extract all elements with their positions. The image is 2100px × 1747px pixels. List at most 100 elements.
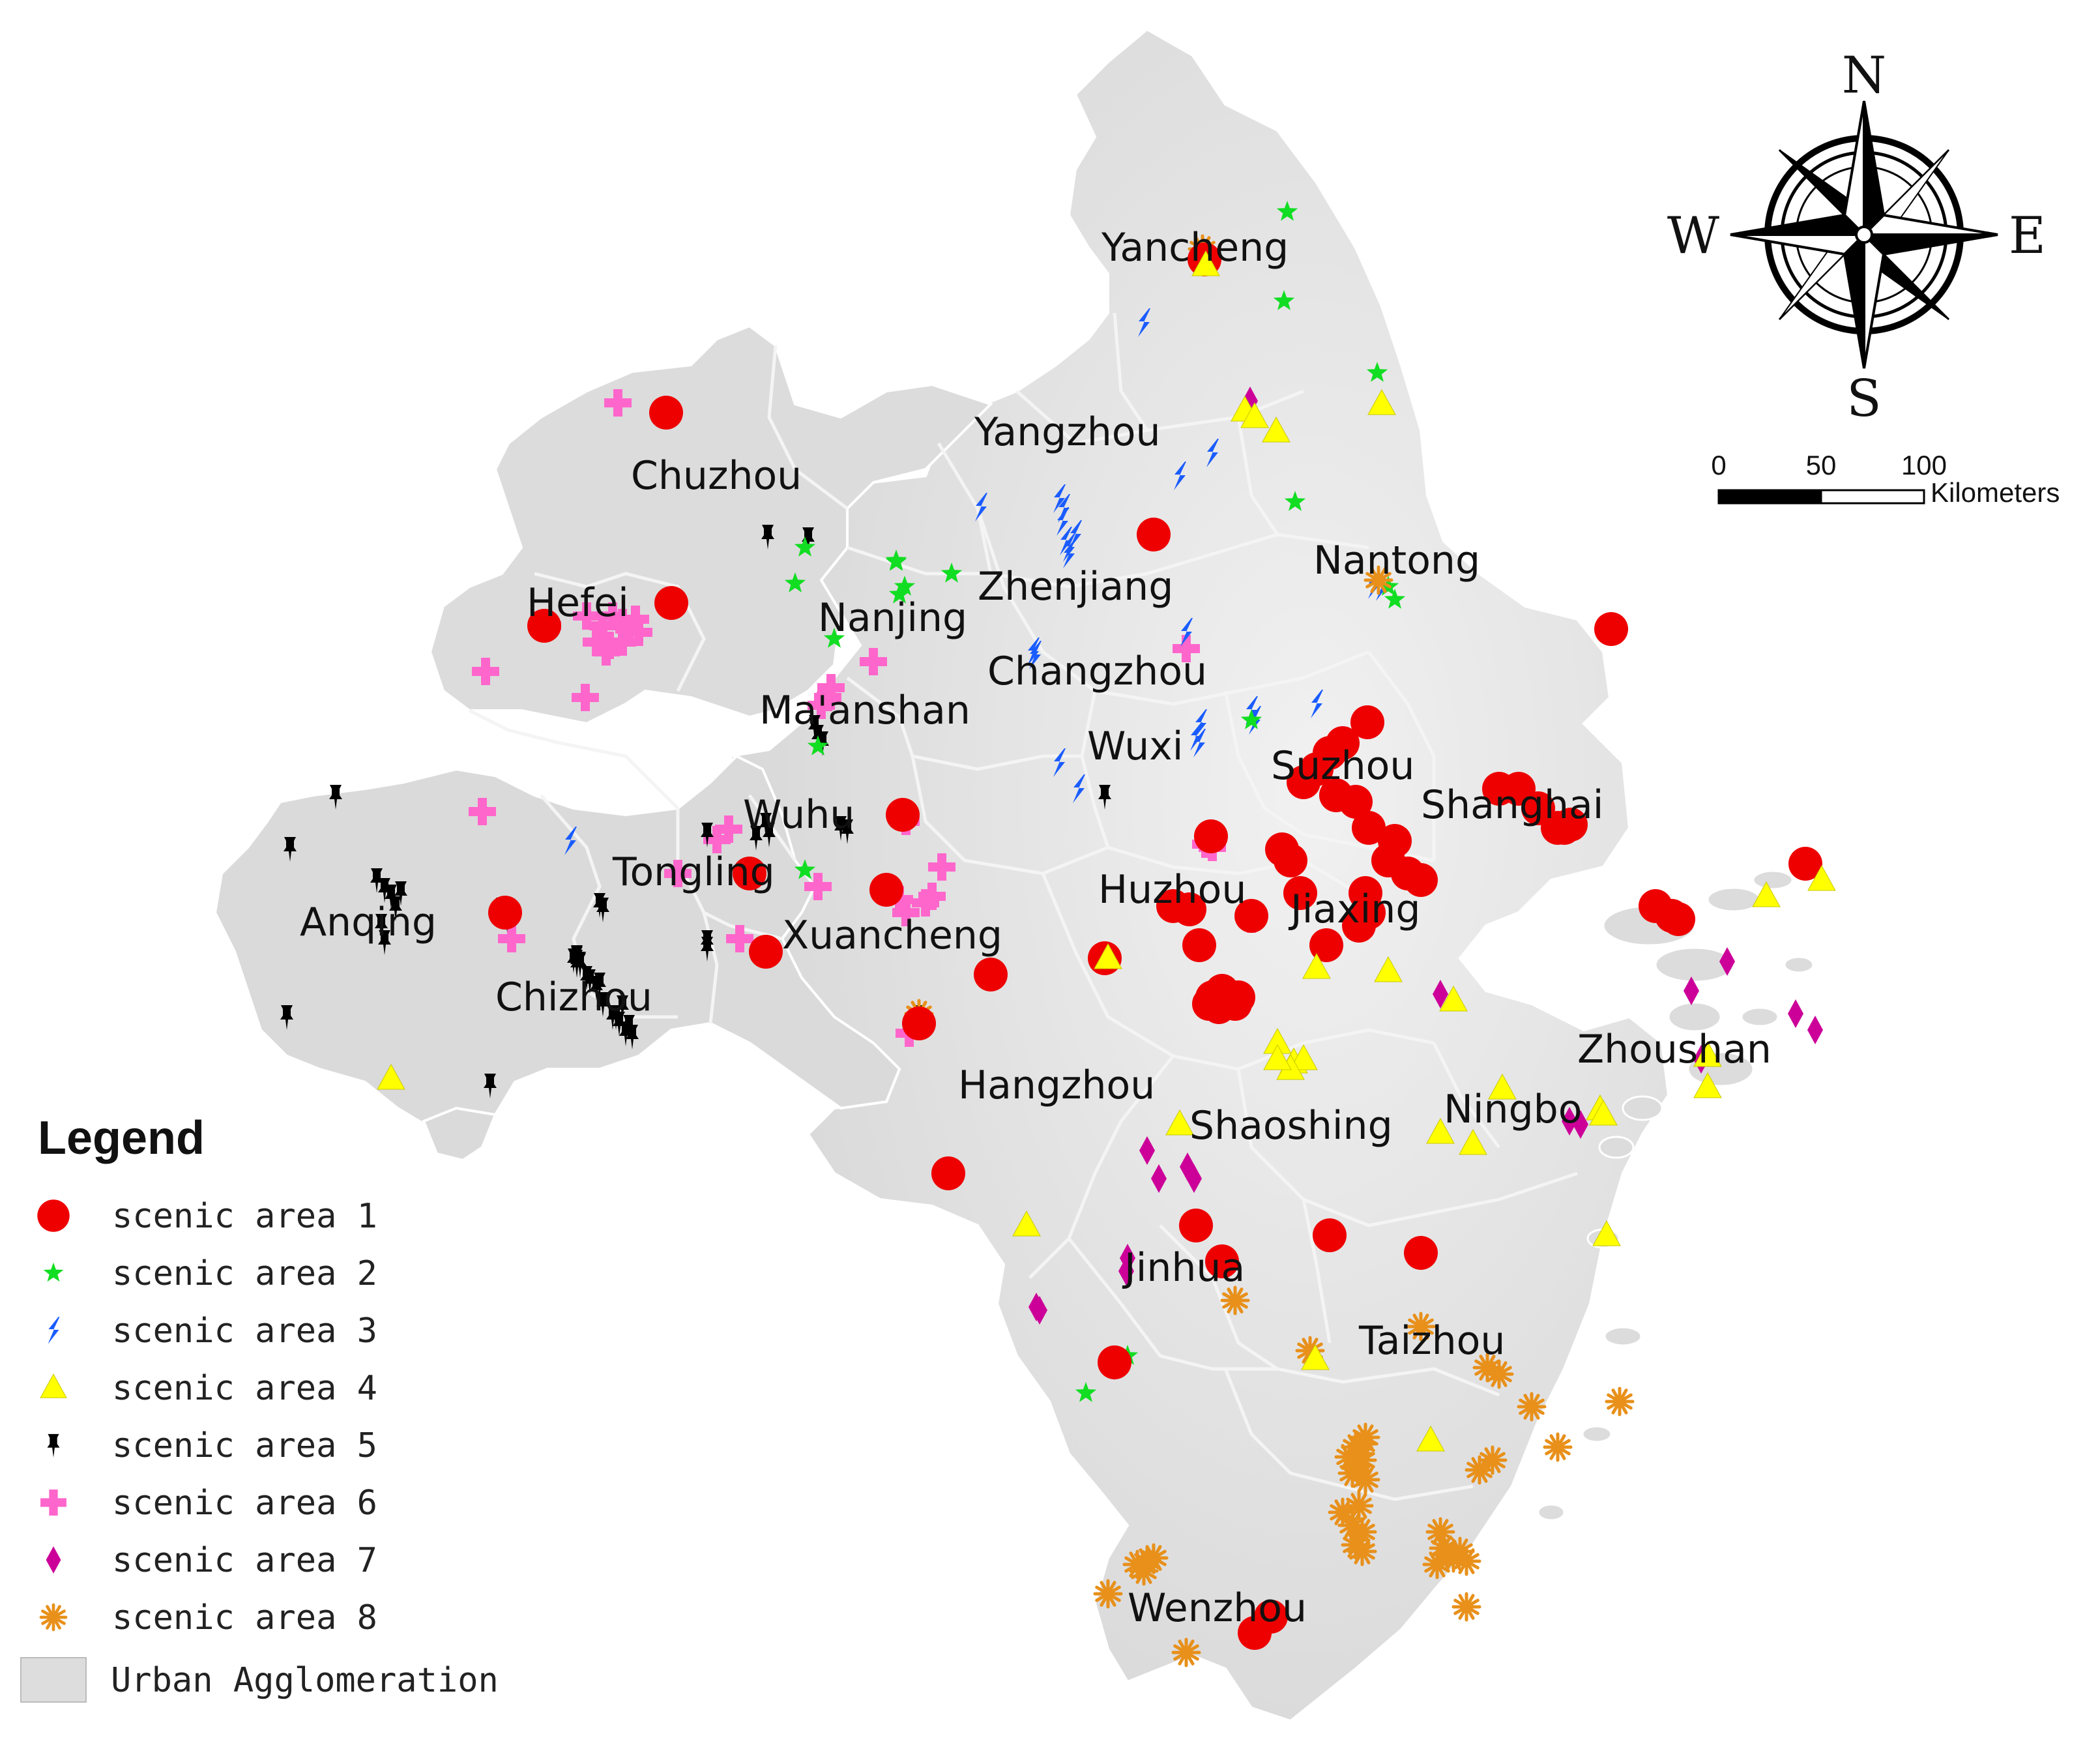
scale-segment-black [1717,489,1822,505]
legend-item-label: scenic area 2 [112,1254,377,1293]
scenic-area-1-marker [1554,808,1588,842]
scenic-area-1-marker [749,935,783,969]
scenic-area-3-marker [1057,507,1069,536]
city-label-tongling: Tongling [612,849,775,895]
scenic-area-8-marker [1129,1556,1159,1586]
scenic-area-8-marker [1171,1637,1201,1667]
scenic-area-8-marker [1220,1285,1250,1315]
scenic-area-5-marker [616,995,629,1020]
scenic-area-6-marker [469,798,496,825]
legend-item-s4: scenic area 4 [40,1369,377,1408]
scenic-area-1-marker [1274,844,1307,877]
scenic-area-4-marker [377,1063,405,1090]
scenic-area-3-marker [975,493,987,521]
legend-item-s3: scenic area 3 [48,1312,377,1351]
scenic-area-3-marker [1053,484,1066,513]
scenic-area-6-marker [726,925,753,952]
scenic-area-1-marker [1098,1345,1131,1379]
scenic-area-4-marker [1367,389,1396,415]
legend-item-label: scenic area 6 [112,1484,377,1523]
compass-star-icon [1730,100,1998,369]
scenic-area-6-marker [572,684,599,711]
scale-tick-100: 100 [1901,450,1947,480]
scenic-area-8-marker [1347,1536,1377,1566]
scenic-area-3-marker [1053,748,1066,777]
scenic-area-6-marker [860,648,887,675]
scenic-area-1-marker [649,396,683,430]
city-label-yangzhou: Yangzhou [974,409,1161,455]
scenic-area-3-marker [1193,729,1206,757]
scenic-area-5-marker [375,914,388,939]
scenic-area-4-marker [1488,1073,1517,1100]
scenic-area-8-marker [1543,1432,1573,1462]
city-label-huzhou: Huzhou [1098,867,1246,913]
scenic-area-8-marker [1472,1353,1502,1383]
scenic-area-3-marker [1190,722,1203,751]
scenic-area-8-marker [1517,1392,1547,1422]
scenic-area-6-marker [625,619,652,646]
legend-bolt-icon [48,1317,60,1344]
scenic-area-6-marker [498,925,525,952]
scenic-area-5-marker [583,969,596,994]
scenic-area-5-marker [284,837,297,862]
scale-tick-0: 0 [1711,450,1726,480]
legend-item-s7: scenic area 7 [46,1541,377,1580]
city-label-shanghai: Shanghai [1421,782,1603,828]
city-label-nantong: Nantong [1313,538,1480,583]
scenic-area-2-marker [1284,491,1306,511]
scenic-area-7-marker [1807,1016,1823,1044]
scenic-area-8-marker [1344,1491,1374,1521]
scenic-area-8-marker [1465,1455,1495,1485]
scenic-area-1-marker [1173,892,1206,926]
scenic-area-5-marker [622,1015,635,1040]
scenic-area-4-marker [1301,1343,1330,1370]
scenic-area-2-marker [823,628,845,648]
scenic-area-3-marker [1180,618,1193,647]
scenic-area-1-marker [1182,928,1216,962]
scenic-area-3-marker [1174,462,1186,490]
scenic-area-4-marker [1094,943,1122,969]
scenic-area-6-marker [808,692,835,719]
city-label-yancheng: Yancheng [1101,225,1289,271]
city-label-ningbo: Ningbo [1444,1087,1582,1132]
scenic-area-7-marker [1139,1136,1155,1165]
scenic-area-4-marker [1752,881,1781,907]
scenic-points-layer [280,201,1836,1667]
scenic-area-3-marker [1073,774,1085,803]
scenic-area-4-marker [1262,416,1291,443]
legend-cross-icon [40,1490,66,1516]
scenic-area-8-marker [1605,1387,1635,1417]
scenic-area-6-marker [892,899,920,926]
scenic-area-1-points [488,242,1822,1650]
scenic-area-6-marker [814,684,841,711]
scenic-area-1-marker [902,1006,936,1040]
scenic-area-6-marker [912,889,939,917]
region-chizhou-lobe [422,1106,497,1162]
scenic-area-5-marker [1098,785,1111,810]
scenic-area-7-marker [1788,999,1803,1028]
scenic-area-5-marker [378,930,391,955]
scenic-area-2-marker [794,859,816,879]
city-label-wuxi: Wuxi [1087,724,1183,769]
scenic-area-4-marker [1302,952,1331,979]
scale-segment-white [1820,489,1925,505]
scenic-area-1-marker [1404,1236,1438,1270]
scenic-area-5-marker [763,823,776,847]
scenic-area-5-marker [606,1005,619,1030]
scenic-area-6-marker [589,612,617,639]
scenic-area-6-marker [928,853,955,881]
compass-rose: N S E W [1667,46,2046,428]
scenic-area-1-marker [1788,847,1822,881]
legend-title: Legend [38,1112,205,1164]
scenic-area-1-marker [931,1156,965,1190]
scenic-area-1-marker [1254,1600,1288,1634]
scenic-area-6-marker [703,826,731,853]
city-label-wuhu: Wuhu [743,792,854,838]
compass-west-label: W [1667,207,1719,265]
scenic-area-8-points [904,234,1635,1667]
legend-asterisk-icon [39,1603,68,1632]
scenic-area-6-marker [715,815,742,843]
city-label-nanjing: Nanjing [818,595,967,641]
scenic-area-4-marker [1426,1117,1455,1144]
scenic-area-4-marker [1240,402,1269,428]
